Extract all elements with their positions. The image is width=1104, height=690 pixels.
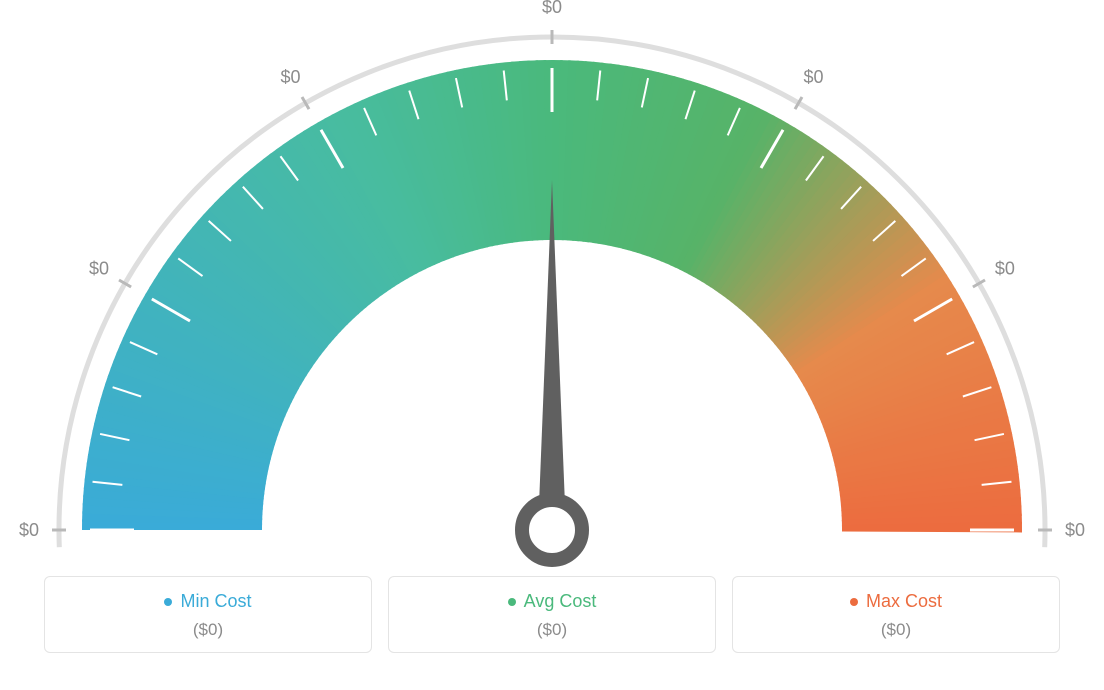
gauge-tick-label: $0 — [89, 259, 109, 279]
gauge-tick-label: $0 — [19, 520, 39, 540]
gauge-tick-label: $0 — [803, 67, 823, 87]
legend-value-max: ($0) — [743, 620, 1049, 640]
gauge-svg: $0 $0 $0 $0 $0 $0 $0 — [0, 0, 1104, 570]
legend-card-min: Min Cost ($0) — [44, 576, 372, 653]
gauge-tick-label: $0 — [995, 259, 1015, 279]
legend-title-avg: Avg Cost — [508, 591, 597, 612]
legend-label-avg: Avg Cost — [524, 591, 597, 612]
legend-card-max: Max Cost ($0) — [732, 576, 1060, 653]
legend-label-min: Min Cost — [180, 591, 251, 612]
gauge-tick-label: $0 — [542, 0, 562, 17]
gauge-wrap: $0 $0 $0 $0 $0 $0 $0 — [0, 0, 1104, 570]
legend-value-min: ($0) — [55, 620, 361, 640]
legend-title-max: Max Cost — [850, 591, 942, 612]
legend-dot-max — [850, 598, 858, 606]
gauge-tick-label: $0 — [1065, 520, 1085, 540]
gauge-tick-label: $0 — [280, 67, 300, 87]
legend-dot-min — [164, 598, 172, 606]
legend-value-avg: ($0) — [399, 620, 705, 640]
legend-label-max: Max Cost — [866, 591, 942, 612]
legend-dot-avg — [508, 598, 516, 606]
legend-title-min: Min Cost — [164, 591, 251, 612]
legend: Min Cost ($0) Avg Cost ($0) Max Cost ($0… — [0, 576, 1104, 653]
cost-gauge-chart: $0 $0 $0 $0 $0 $0 $0 Min Cost ($0) Avg Cost ($… — [0, 0, 1104, 690]
legend-card-avg: Avg Cost ($0) — [388, 576, 716, 653]
